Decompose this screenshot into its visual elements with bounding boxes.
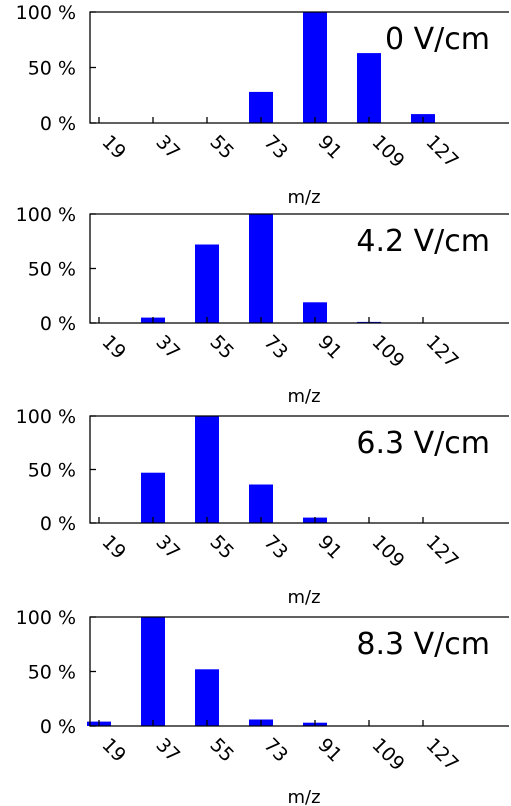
x-axis-label: m/z xyxy=(287,587,320,608)
y-tick-label: 0 % xyxy=(40,313,76,335)
x-axis-label: m/z xyxy=(287,187,320,208)
bar-73 xyxy=(249,214,273,323)
x-axis-label: m/z xyxy=(287,386,320,407)
field-strength-label: 6.3 V/cm xyxy=(356,426,490,461)
field-strength-label: 4.2 V/cm xyxy=(356,224,490,259)
y-tick-label: 50 % xyxy=(28,662,76,684)
bar-37 xyxy=(141,617,165,726)
bar-91 xyxy=(303,12,327,123)
y-tick-label: 100 % xyxy=(16,607,76,629)
y-tick-label: 50 % xyxy=(28,259,76,281)
y-tick-label: 100 % xyxy=(16,204,76,226)
y-tick-label: 0 % xyxy=(40,716,76,738)
y-tick-label: 0 % xyxy=(40,513,76,535)
field-strength-label: 0 V/cm xyxy=(385,22,490,57)
y-tick-label: 50 % xyxy=(28,58,76,80)
bar-55 xyxy=(195,416,219,523)
bar-55 xyxy=(195,669,219,726)
bar-55 xyxy=(195,245,219,324)
bar-37 xyxy=(141,473,165,523)
bar-109 xyxy=(357,53,381,123)
y-tick-label: 100 % xyxy=(16,406,76,428)
y-tick-label: 0 % xyxy=(40,113,76,135)
field-strength-label: 8.3 V/cm xyxy=(356,627,490,662)
y-tick-label: 50 % xyxy=(28,460,76,482)
x-axis-label: m/z xyxy=(287,787,320,806)
y-tick-label: 100 % xyxy=(16,2,76,24)
